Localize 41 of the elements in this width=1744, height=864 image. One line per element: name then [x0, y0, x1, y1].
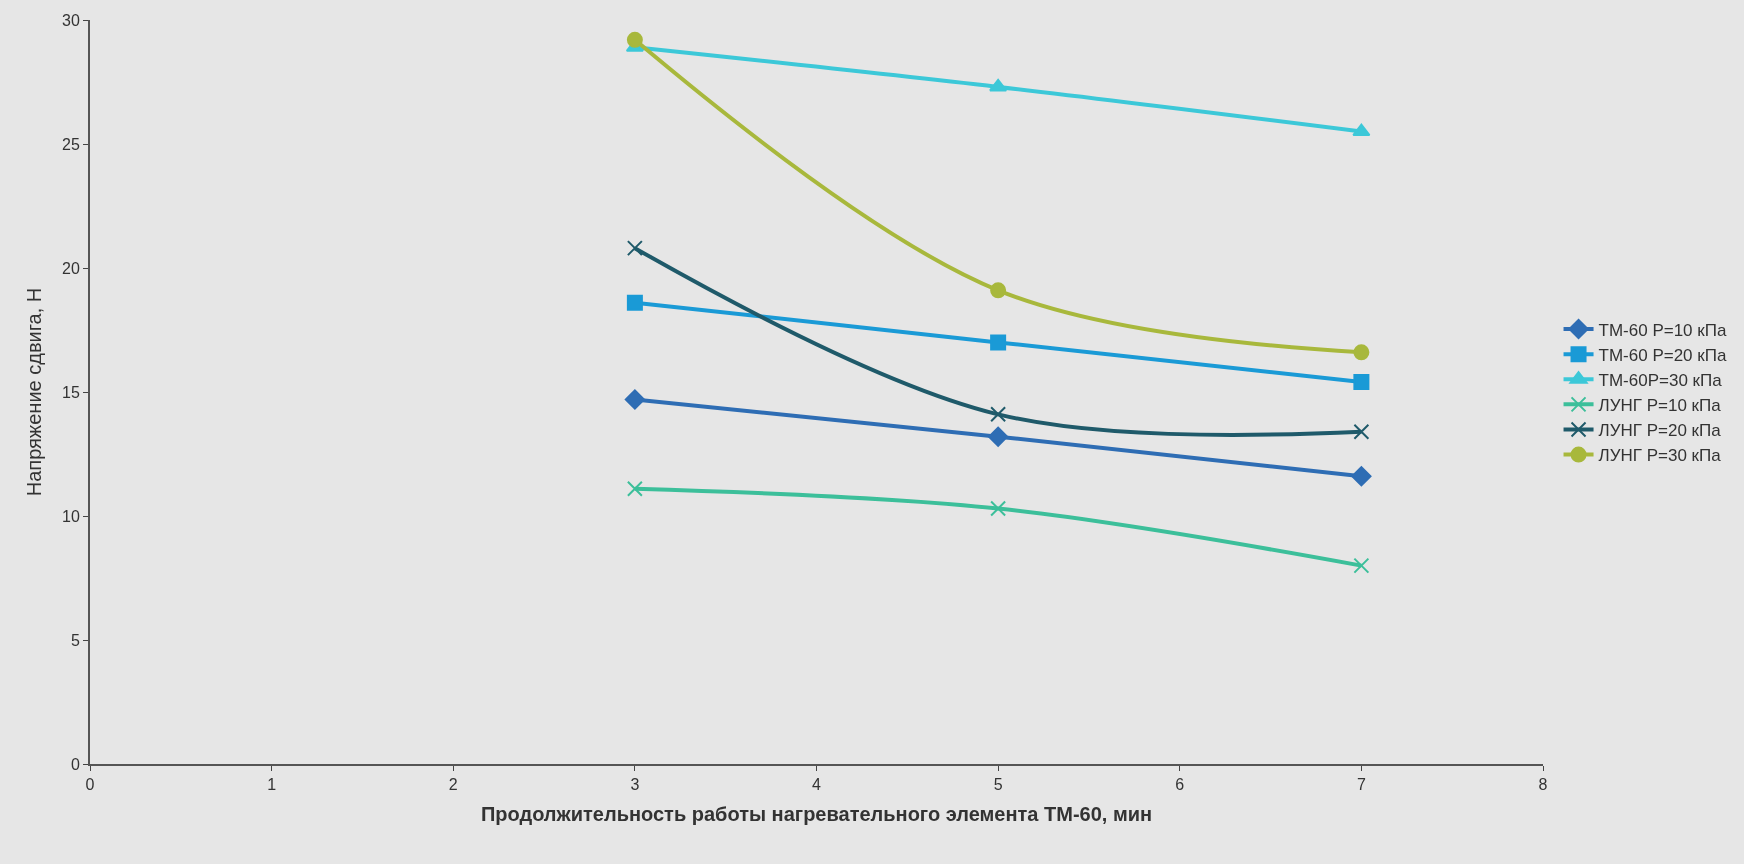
- point: [626, 480, 643, 497]
- x-tick-label: 8: [1538, 776, 1548, 794]
- y-tick-label: 0: [70, 755, 80, 773]
- x-tick-label: 7: [1356, 776, 1366, 794]
- point: [990, 406, 1007, 423]
- point: [989, 78, 1008, 92]
- point: [1351, 466, 1372, 487]
- x-tick-label: 5: [993, 776, 1003, 794]
- legend-label: ТМ-60Р=30 кПа: [1598, 370, 1723, 390]
- y-axis-title: Напряжение сдвига, Н: [23, 287, 45, 497]
- x-tick-label: 1: [267, 776, 277, 794]
- point: [1353, 423, 1370, 440]
- point: [990, 334, 1007, 351]
- point: [626, 240, 643, 257]
- legend-label: ЛУНГ Р=30 кПа: [1598, 446, 1722, 466]
- point: [624, 389, 645, 410]
- point: [1353, 344, 1370, 361]
- point: [1352, 123, 1371, 137]
- point: [626, 294, 643, 311]
- x-tick-label: 3: [630, 776, 640, 794]
- legend-label: ЛУНГ Р=20 кПа: [1598, 421, 1722, 441]
- y-tick-label: 30: [62, 11, 80, 29]
- y-tick-label: 25: [62, 135, 80, 153]
- y-tick-label: 5: [70, 631, 80, 649]
- y-tick-label: 20: [62, 259, 80, 277]
- x-tick-label: 4: [812, 776, 822, 794]
- legend-label: ЛУНГ Р=10 кПа: [1598, 395, 1722, 415]
- x-axis-title: Продолжительность работы нагревательного элемента ТМ-60, мин: [480, 803, 1153, 826]
- y-tick-label: 10: [62, 507, 80, 525]
- point: [626, 31, 643, 48]
- point: [1353, 374, 1370, 391]
- y-tick-label: 15: [62, 383, 80, 401]
- point: [990, 500, 1007, 517]
- legend-label: ТМ-60 Р=10 кПа: [1598, 320, 1727, 340]
- point: [990, 282, 1007, 299]
- x-tick-label: 2: [448, 776, 458, 794]
- point: [1353, 557, 1370, 574]
- legend-label: ТМ-60 Р=20 кПа: [1598, 345, 1727, 365]
- point: [988, 426, 1009, 447]
- x-tick-label: 0: [85, 776, 95, 794]
- x-tick-label: 6: [1175, 776, 1185, 794]
